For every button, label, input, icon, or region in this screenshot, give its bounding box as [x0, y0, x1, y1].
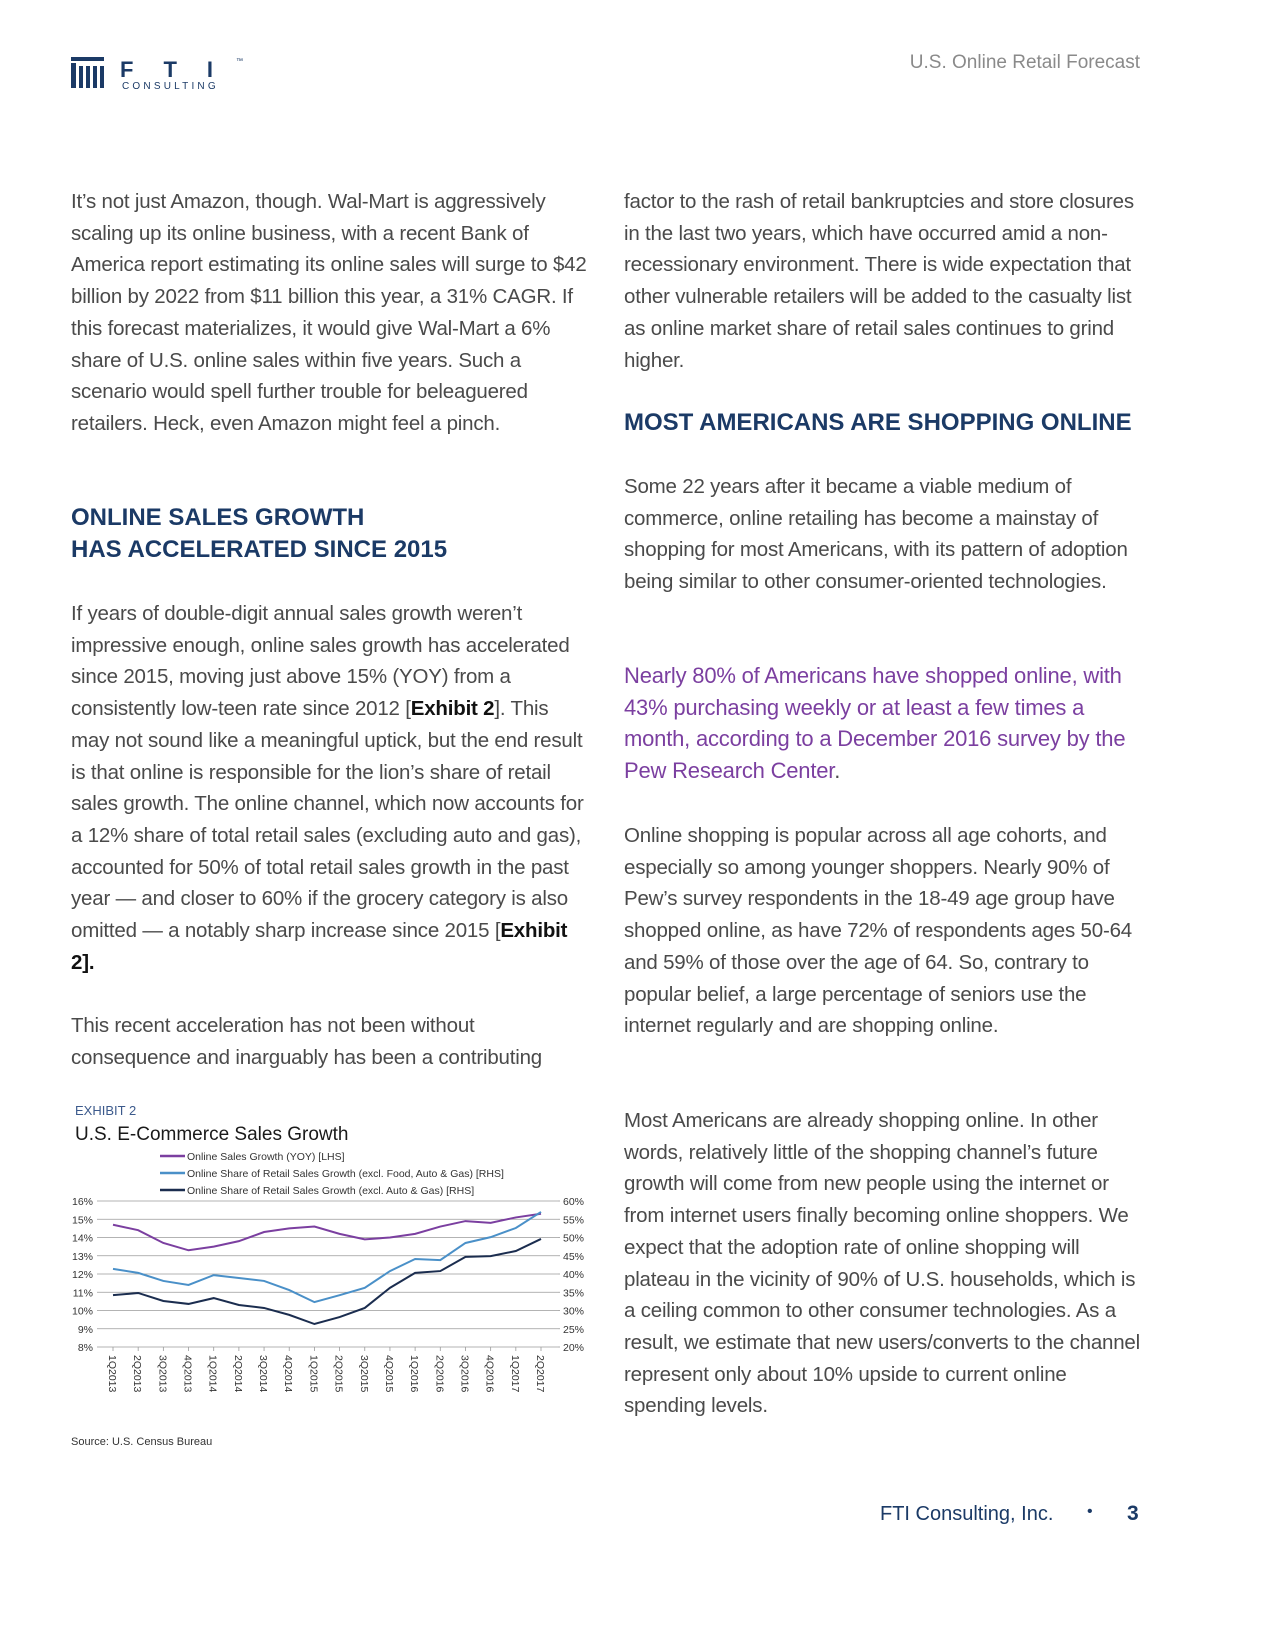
text-run: Nearly 80% of Americans have shopped onl…: [624, 663, 1126, 784]
y-tick-label: 10%: [72, 1306, 93, 1318]
y2-tick-label: 60%: [563, 1196, 584, 1208]
paragraph: factor to the rash of retail bankruptcie…: [624, 186, 1142, 376]
header-title: U.S. Online Retail Forecast: [909, 52, 1140, 73]
y-tick-label: 14%: [72, 1233, 93, 1245]
y-tick-label: 8%: [78, 1342, 93, 1354]
paragraph: Online shopping is popular across all ag…: [624, 820, 1142, 1042]
logo-subtext: CONSULTING: [122, 81, 219, 92]
x-tick-label: 3Q2016: [458, 1355, 470, 1393]
x-tick-label: 1Q2015: [307, 1355, 319, 1393]
series-line: [112, 1212, 542, 1252]
y2-tick-label: 50%: [563, 1233, 584, 1245]
text-run: HAS ACCELERATED SINCE 2015: [71, 535, 448, 563]
footer-company: FTI Consulting, Inc.: [880, 1503, 1054, 1525]
x-tick-label: 1Q2014: [207, 1355, 219, 1393]
x-tick-label: 2Q2016: [433, 1355, 445, 1393]
logo: FTI ™ CONSULTING: [71, 57, 243, 92]
x-tick-label: 1Q2017: [509, 1355, 521, 1393]
paragraph: This recent acceleration has not been wi…: [71, 1010, 589, 1073]
trademark: ™: [236, 58, 243, 65]
paragraph: It’s not just Amazon, though. Wal-Mart i…: [71, 186, 589, 440]
paragraph: If years of double-digit annual sales gr…: [71, 598, 589, 978]
x-tick-label: 1Q2013: [106, 1355, 118, 1393]
chart: EXHIBIT 2 U.S. E-Commerce Sales Growth S…: [71, 1103, 584, 1448]
x-tick-label: 4Q2014: [282, 1355, 294, 1393]
series-line: [112, 1211, 542, 1304]
text-run: This recent acceleration has not been wi…: [71, 1014, 542, 1069]
emphasis: Exhibit 2].: [71, 919, 568, 974]
text-run: It’s not just Amazon, though. Wal-Mart i…: [71, 190, 587, 435]
x-tick-label: 4Q2015: [383, 1355, 395, 1393]
x-tick-label: 2Q2015: [333, 1355, 345, 1393]
y2-tick-label: 20%: [563, 1342, 584, 1354]
y-tick-label: 16%: [72, 1196, 93, 1208]
text-run: ]. This may not sound like a meaningful …: [71, 697, 584, 943]
paragraph: Most Americans are already shopping onli…: [624, 1105, 1142, 1422]
y2-tick-label: 40%: [563, 1269, 584, 1281]
x-tick-label: 2Q2013: [131, 1355, 143, 1393]
x-tick-label: 3Q2014: [257, 1355, 269, 1393]
text-run: If years of double-digit annual sales gr…: [71, 602, 570, 721]
text-run: .: [834, 758, 841, 784]
x-tick-label: 4Q2013: [182, 1355, 194, 1393]
y-tick-label: 13%: [72, 1251, 93, 1263]
x-tick-label: 2Q2017: [534, 1355, 546, 1393]
x-tick-label: 2Q2014: [232, 1355, 244, 1393]
chart-title: U.S. E-Commerce Sales Growth: [75, 1124, 348, 1145]
y-tick-label: 9%: [78, 1324, 93, 1336]
y2-tick-label: 30%: [563, 1306, 584, 1318]
y2-tick-label: 55%: [563, 1214, 584, 1226]
text-run: Online shopping is popular across all ag…: [624, 824, 1132, 1038]
logo-text: FTI: [120, 57, 243, 82]
legend-label: Online Sales Growth (YOY) [LHS]: [187, 1151, 345, 1163]
y2-tick-label: 35%: [563, 1287, 584, 1299]
y-tick-label: 15%: [72, 1214, 93, 1226]
x-tick-label: 1Q2016: [408, 1355, 420, 1393]
section-heading: MOST AMERICANS ARE SHOPPING ONLINE: [624, 407, 1132, 439]
series-line: [112, 1238, 542, 1326]
emphasis: Exhibit 2: [410, 697, 495, 721]
source: Source: U.S. Census Bureau: [71, 1436, 212, 1448]
text-run: factor to the rash of retail bankruptcie…: [624, 190, 1134, 372]
text-run: MOST AMERICANS ARE SHOPPING ONLINE: [624, 409, 1132, 436]
x-tick-label: 3Q2013: [156, 1355, 168, 1393]
legend-label: Online Share of Retail Sales Growth (exc…: [187, 1168, 504, 1180]
text-run: Most Americans are already shopping onli…: [624, 1109, 1140, 1418]
x-tick-label: 4Q2016: [484, 1355, 496, 1393]
x-tick-label: 3Q2015: [358, 1355, 370, 1393]
pull-quote: Nearly 80% of Americans have shopped onl…: [624, 660, 1142, 787]
y2-tick-label: 45%: [563, 1251, 584, 1263]
paragraph: Some 22 years after it became a viable m…: [624, 471, 1142, 598]
text-run: Some 22 years after it became a viable m…: [624, 475, 1128, 594]
exhibit-label: EXHIBIT 2: [75, 1103, 136, 1118]
y-tick-label: 12%: [72, 1269, 93, 1281]
y-tick-label: 11%: [73, 1287, 93, 1299]
legend-label: Online Share of Retail Sales Growth (exc…: [187, 1185, 474, 1197]
page-number: 3: [1127, 1502, 1139, 1525]
text-run: ONLINE SALES GROWTH: [71, 504, 365, 531]
section-heading: ONLINE SALES GROWTH HAS ACCELERATED SINCE…: [71, 502, 447, 565]
footer-separator: •: [1087, 1503, 1093, 1520]
y2-tick-label: 25%: [563, 1324, 584, 1336]
